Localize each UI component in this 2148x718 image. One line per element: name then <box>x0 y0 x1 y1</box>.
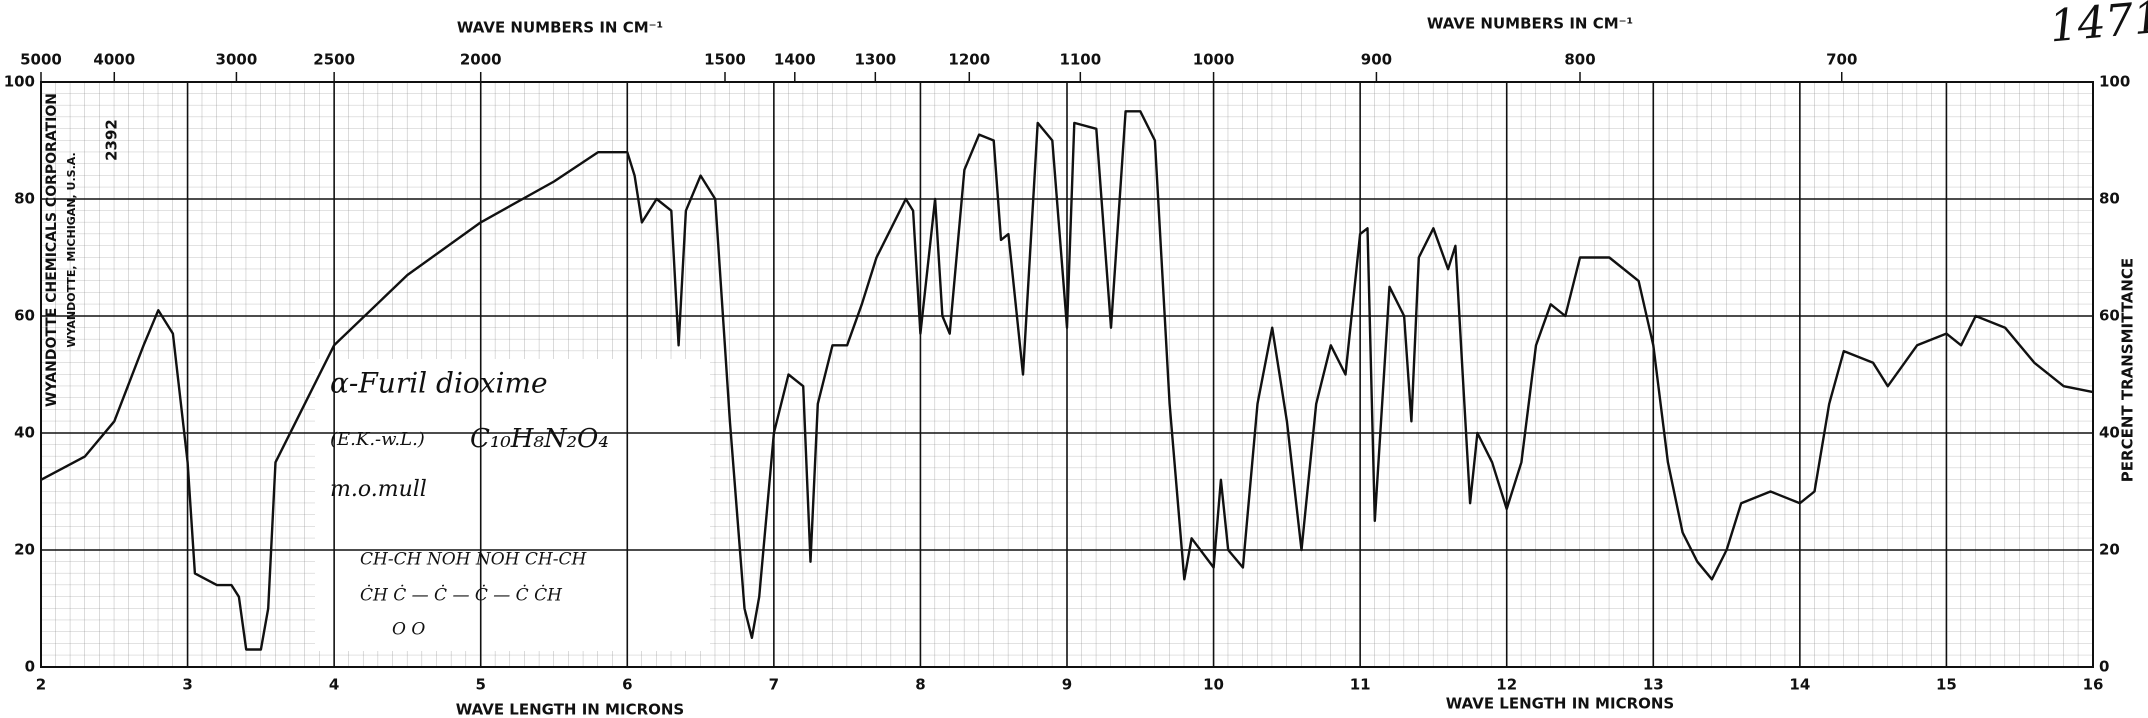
y2-tick-label: 20 <box>2099 541 2120 559</box>
x-tick-label: 12 <box>1496 676 1517 694</box>
y2-tick-label: 0 <box>2099 658 2109 676</box>
x-axis-label: WAVE LENGTH IN MICRONS <box>456 701 685 718</box>
y-tick-label: 100 <box>4 73 35 91</box>
spectrum-line <box>40 110 2094 651</box>
x2-tick-label: 2500 <box>313 51 355 69</box>
annotation: ĊH Ċ — Ċ — Ċ — Ċ ĊH <box>360 585 563 606</box>
x2-tick-label: 1400 <box>774 51 816 69</box>
x-tick-label: 8 <box>915 676 925 694</box>
x-tick-label: 9 <box>1062 676 1072 694</box>
x2-axis-label: WAVE NUMBERS IN CM⁻¹ <box>1427 15 1633 33</box>
y-axis-label: PERCENT TRANSMITTANCE <box>2119 258 2137 482</box>
annotation: C₁₀H₈N₂O₄ <box>470 424 609 454</box>
annotation: (E.K.-w.L.) <box>330 429 425 450</box>
x2-tick-label: 1000 <box>1193 51 1235 69</box>
annotation: CH-CH NOH NOH CH-CH <box>360 550 587 570</box>
y2-tick-label: 100 <box>2099 73 2130 91</box>
y-tick-label: 20 <box>14 541 35 559</box>
x-tick-label: 13 <box>1643 676 1664 694</box>
y2-tick-label: 80 <box>2099 190 2120 208</box>
x2-tick-label: 1200 <box>948 51 990 69</box>
annotation-box <box>315 359 710 651</box>
x-tick-label: 11 <box>1350 676 1371 694</box>
x2-tick-label: 1100 <box>1059 51 1101 69</box>
x-tick-label: 6 <box>622 676 632 694</box>
x-axis-label: WAVE LENGTH IN MICRONS <box>1446 695 1675 713</box>
x-tick-label: 4 <box>329 676 339 694</box>
x-tick-label: 16 <box>2083 676 2104 694</box>
y-tick-label: 80 <box>14 190 35 208</box>
x2-tick-label: 1300 <box>854 51 896 69</box>
x-tick-label: 5 <box>475 676 485 694</box>
y-tick-label: 60 <box>14 307 35 325</box>
annotation: WYANDOTTE, MICHIGAN, U.S.A. <box>65 152 78 347</box>
x-tick-label: 10 <box>1203 676 1224 694</box>
x2-tick-label: 800 <box>1564 51 1595 69</box>
annotation: α-Furil dioxime <box>330 367 548 400</box>
annotation: O O <box>392 620 425 640</box>
x2-tick-label: 700 <box>1826 51 1857 69</box>
x2-tick-label: 5000 <box>20 51 62 69</box>
x2-tick-label: 1500 <box>704 51 746 69</box>
x-tick-label: 14 <box>1789 676 1810 694</box>
x-tick-label: 3 <box>182 676 192 694</box>
x2-axis-label: WAVE NUMBERS IN CM⁻¹ <box>457 19 663 37</box>
x-tick-label: 15 <box>1936 676 1957 694</box>
annotation: m.o.mull <box>330 477 427 502</box>
x2-tick-label: 2000 <box>460 51 502 69</box>
y-tick-label: 40 <box>14 424 35 442</box>
annotation: WYANDOTTE CHEMICALS CORPORATION <box>44 93 60 407</box>
annotation: 1471 <box>2048 0 2148 52</box>
y2-tick-label: 60 <box>2099 307 2120 325</box>
y2-tick-label: 40 <box>2099 424 2120 442</box>
x2-tick-label: 4000 <box>93 51 135 69</box>
x2-tick-label: 3000 <box>216 51 258 69</box>
x-tick-label: 2 <box>36 676 46 694</box>
x-tick-label: 7 <box>769 676 779 694</box>
x2-tick-label: 900 <box>1361 51 1392 69</box>
y-tick-label: 0 <box>25 658 35 676</box>
annotation: 2392 <box>103 119 121 161</box>
